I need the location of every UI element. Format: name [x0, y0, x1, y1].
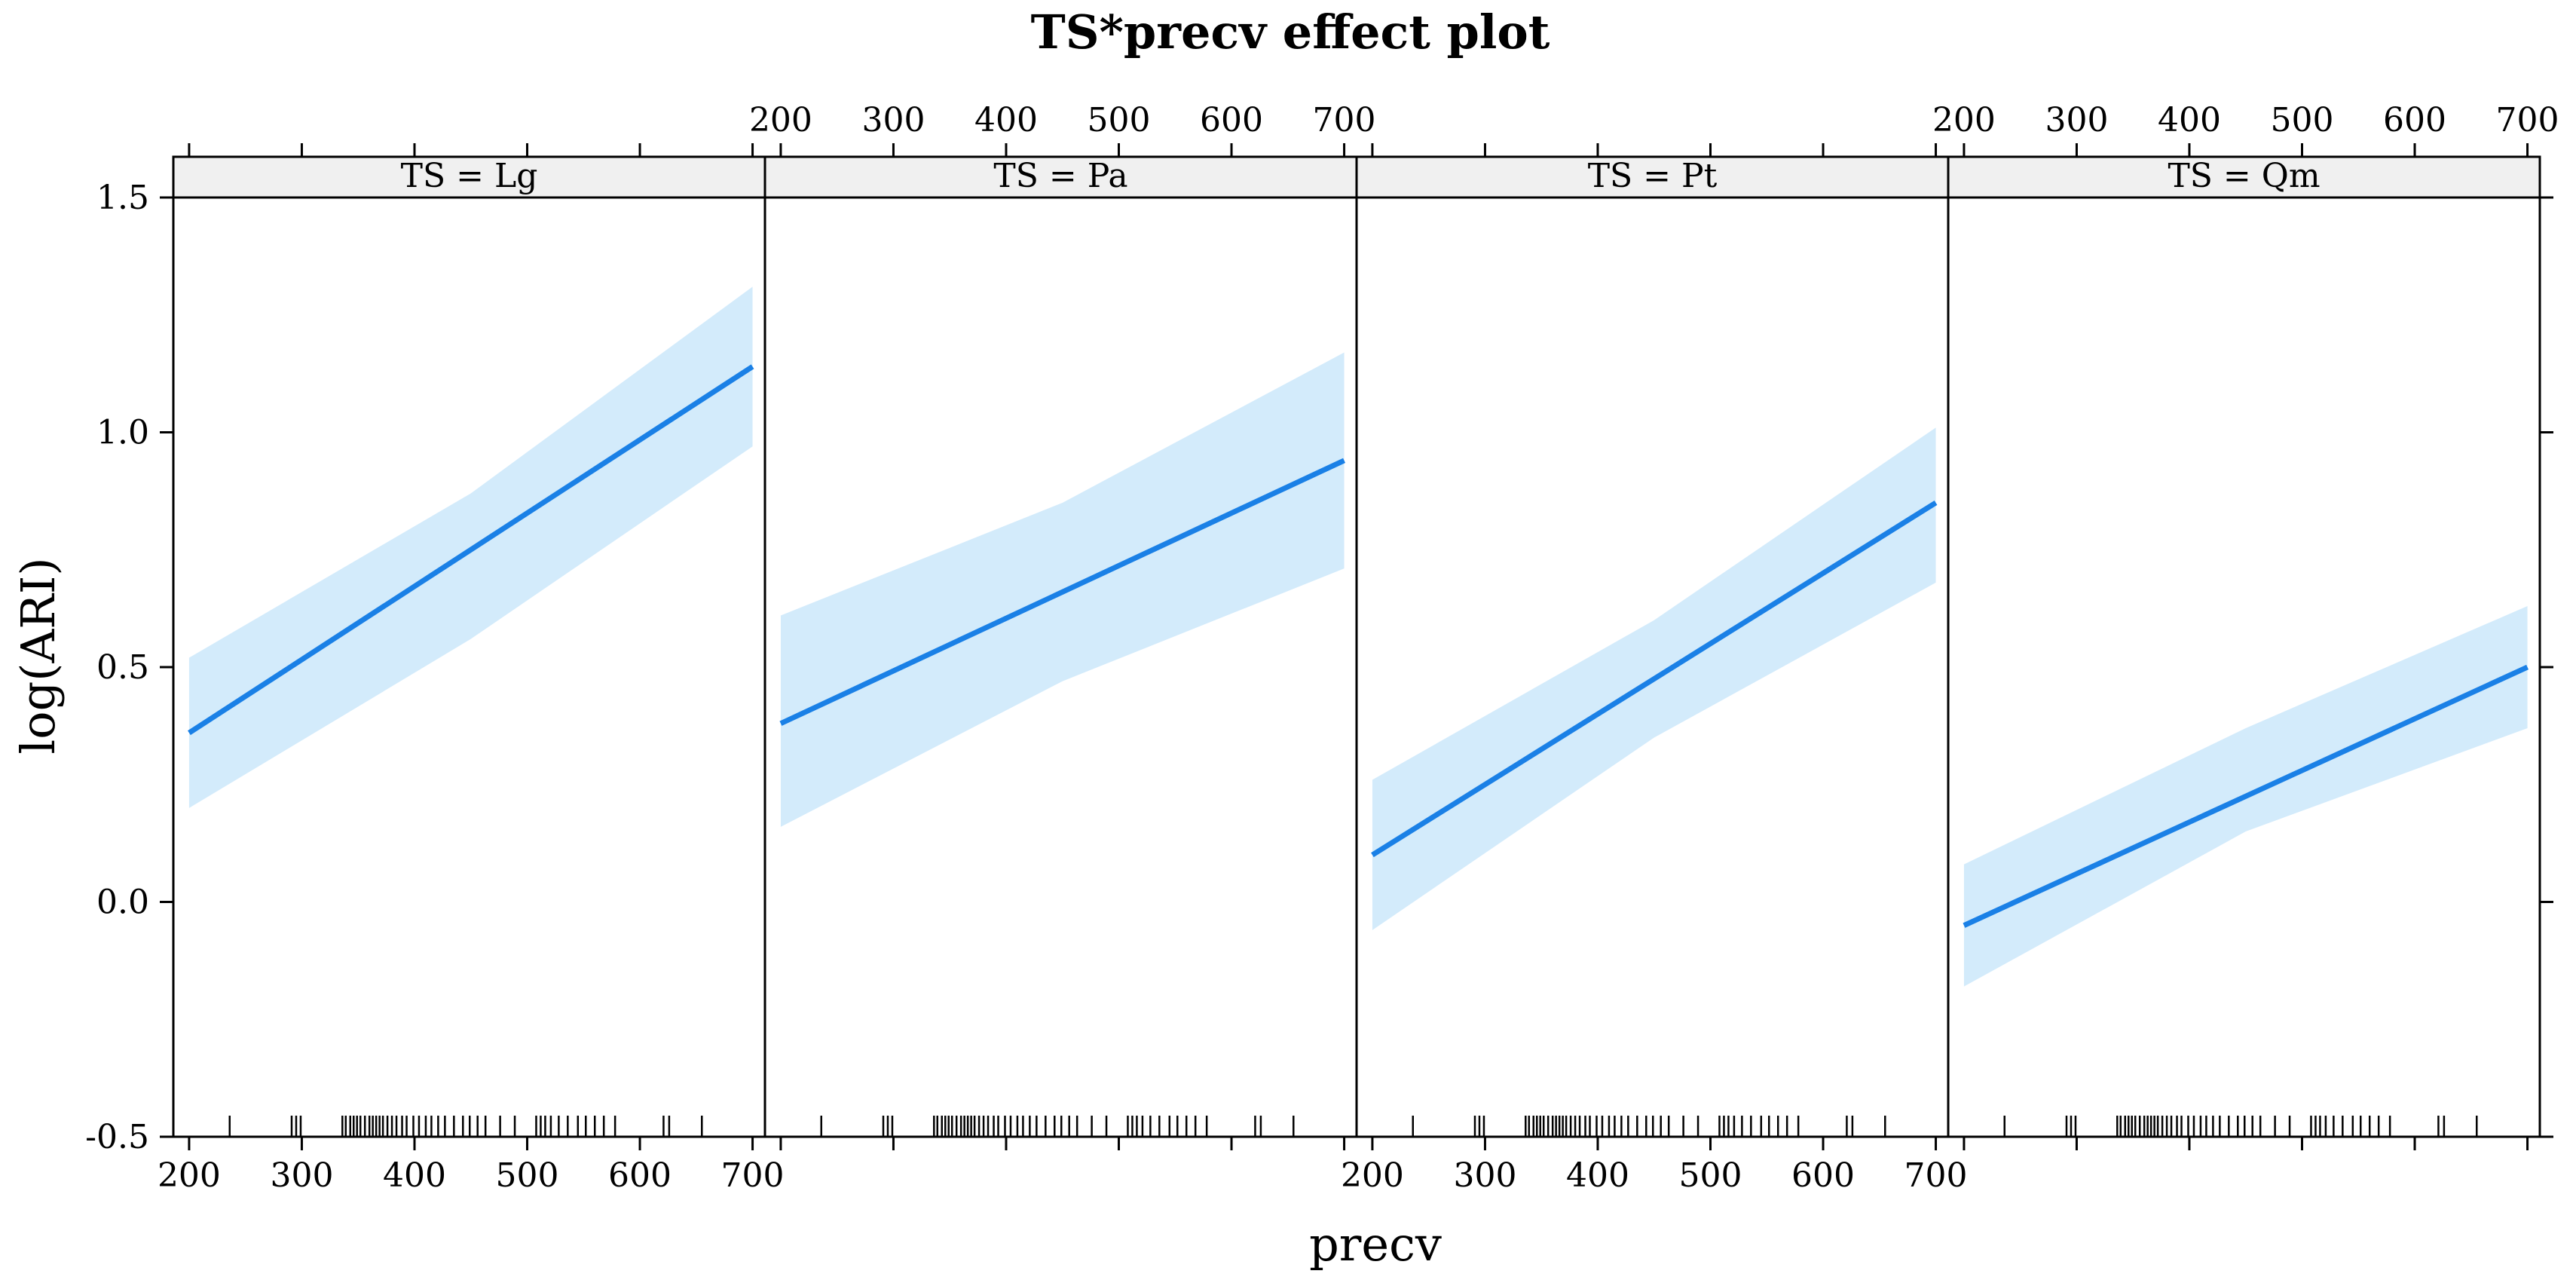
fit-line — [779, 458, 1346, 726]
chart-title: TS*precv effect plot — [1031, 5, 1550, 60]
y-tick-label: -0.5 — [85, 1118, 149, 1156]
panel-2: TS = Pa — [763, 155, 1358, 1138]
x-axis-panel-3: 200 300 400 500 600 700 — [1341, 143, 1968, 1195]
x-tick-label: 600 — [2383, 101, 2446, 139]
rug — [820, 1116, 1295, 1137]
strip-label: TS = Qm — [2168, 157, 2320, 195]
x-tick-label: 300 — [861, 101, 925, 139]
x-axes: 200 300 400 500 600 700 200 300 400 500 600 700 200 3… — [158, 101, 2559, 1195]
x-tick-label: 600 — [1791, 1156, 1855, 1195]
x-tick-label: 500 — [1679, 1156, 1742, 1195]
x-tick-label: 400 — [974, 101, 1038, 139]
x-tick-label: 700 — [721, 1156, 785, 1195]
x-axis-panel-2: 200 300 400 500 600 700 — [749, 101, 1376, 1150]
x-tick-label: 500 — [1088, 101, 1151, 139]
y-tick-label: 0.0 — [96, 883, 149, 922]
x-tick-label: 700 — [1313, 101, 1376, 139]
fit-line — [1963, 664, 2529, 928]
y-tick-label: 1.5 — [96, 179, 149, 217]
strip-header — [1947, 155, 2541, 199]
strip-header — [1355, 155, 1950, 199]
y-axis-title: log(ARI) — [11, 557, 66, 754]
x-tick-label: 200 — [158, 1156, 221, 1195]
rug — [228, 1116, 703, 1137]
panel-4: TS = Qm — [1947, 155, 2541, 1138]
fit-line — [188, 364, 754, 736]
x-axis-panel-4: 200 300 400 500 600 700 — [1932, 101, 2559, 1150]
panel-1: TS = Lg — [172, 155, 766, 1138]
x-tick-label: 400 — [1566, 1156, 1629, 1195]
rug — [2003, 1116, 2478, 1137]
x-tick-label: 200 — [1341, 1156, 1404, 1195]
x-tick-label: 700 — [1904, 1156, 1968, 1195]
panels: TS = Lg TS = Pa TS = Pt TS = Qm — [172, 155, 2541, 1138]
fit-line — [1371, 500, 1938, 858]
rug — [1412, 1116, 1886, 1137]
panel-3: TS = Pt — [1355, 155, 1950, 1138]
x-tick-label: 700 — [2496, 101, 2559, 139]
x-tick-label: 200 — [749, 101, 812, 139]
x-tick-label: 500 — [496, 1156, 559, 1195]
strip-header — [172, 155, 766, 199]
x-axis-title: precv — [1309, 1217, 1442, 1272]
y-tick-label: 1.0 — [96, 414, 149, 452]
x-axis-panel-1: 200 300 400 500 600 700 — [158, 143, 785, 1195]
y-tick-label: 0.5 — [96, 648, 149, 687]
x-tick-label: 600 — [1200, 101, 1263, 139]
x-tick-label: 500 — [2271, 101, 2334, 139]
x-tick-label: 300 — [1453, 1156, 1516, 1195]
x-tick-label: 400 — [2158, 101, 2221, 139]
strip-label: TS = Pt — [1588, 157, 1718, 195]
x-tick-label: 300 — [270, 1156, 333, 1195]
x-tick-label: 300 — [2045, 101, 2108, 139]
strip-label: TS = Lg — [401, 157, 538, 195]
strip-label: TS = Pa — [993, 157, 1127, 195]
x-tick-label: 200 — [1932, 101, 1996, 139]
y-axis: -0.5 0.0 0.5 1.0 1.5 — [85, 179, 2553, 1156]
x-tick-label: 600 — [608, 1156, 672, 1195]
x-tick-label: 400 — [383, 1156, 446, 1195]
